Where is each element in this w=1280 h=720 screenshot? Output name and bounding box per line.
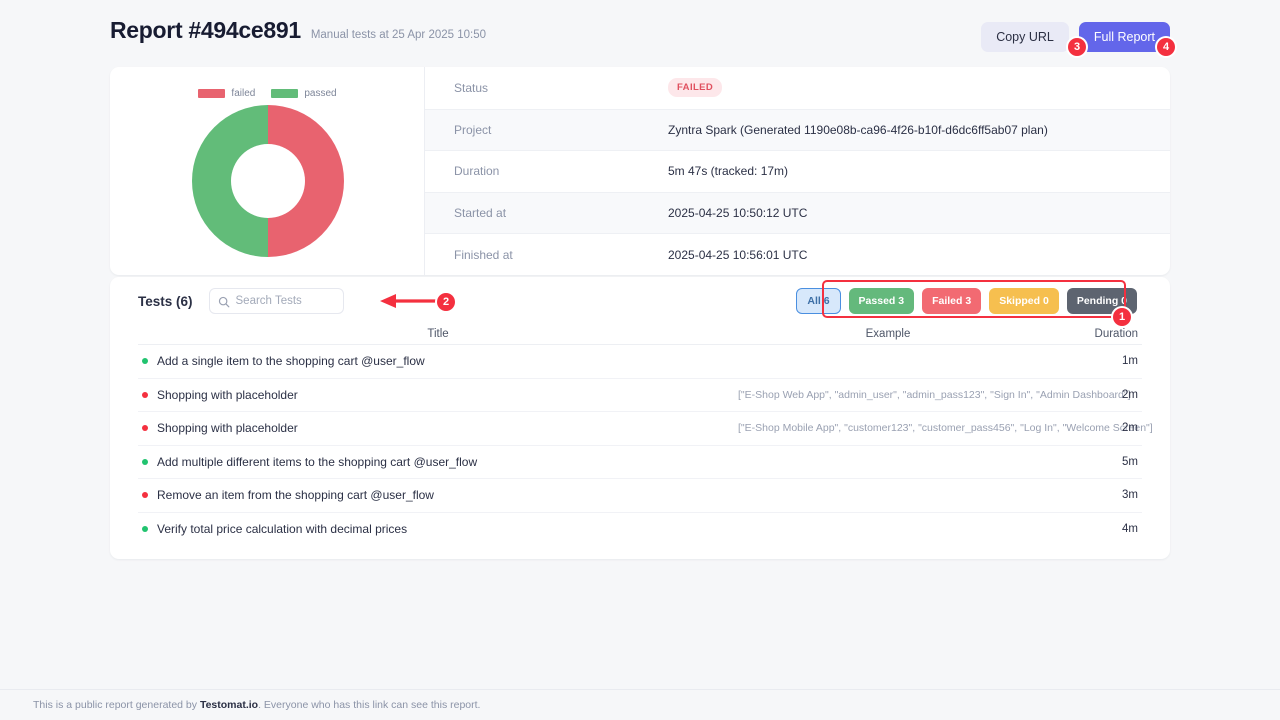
footer-text: This is a public report generated by Tes… <box>33 699 480 711</box>
column-header-duration: Duration <box>1094 327 1138 340</box>
donut-wrapper <box>110 105 425 257</box>
summary-row: Duration 5m 47s (tracked: 17m) <box>425 150 1170 192</box>
table-row[interactable]: Add a single item to the shopping cart @… <box>138 345 1142 379</box>
status-dot-icon <box>142 358 148 365</box>
results-donut-chart: failed passed <box>110 67 425 275</box>
filter-pill[interactable]: Failed 3 <box>922 288 982 314</box>
tests-table-body: Add a single item to the shopping cart @… <box>138 345 1153 547</box>
test-title-text: Add a single item to the shopping cart @… <box>157 354 425 369</box>
tests-toolbar: Tests (6) All 6 Passed 3 Failed 3 Skipped 0… <box>110 277 1170 325</box>
test-title-text: Verify total price calculation with deci… <box>157 522 408 537</box>
table-row[interactable]: Add multiple different items to the shop… <box>138 446 1142 479</box>
annotation-badge-1: 1 <box>1113 308 1131 326</box>
summary-row-value: 2025-04-25 10:56:01 UTC <box>668 247 808 262</box>
footer-text-before: This is a public report generated by <box>33 699 200 711</box>
test-title-cell: Add a single item to the shopping cart @… <box>138 354 738 368</box>
test-duration-cell: 5m <box>1122 455 1138 468</box>
table-row[interactable]: Shopping with placeholder ["E-Shop Web Ap… <box>138 379 1142 412</box>
test-title-cell: Add multiple different items to the shop… <box>138 455 738 469</box>
summary-row-value: FAILED <box>668 78 723 98</box>
legend-label-failed: failed <box>231 88 256 99</box>
summary-row-value: 2025-04-25 10:50:12 UTC <box>668 206 808 221</box>
summary-row-key: Duration <box>454 164 500 179</box>
test-duration-cell: 3m <box>1122 489 1138 502</box>
column-header-example: Example <box>865 327 911 340</box>
annotation-badge-2: 2 <box>437 293 455 311</box>
tests-card: Tests (6) All 6 Passed 3 Failed 3 Skipped 0… <box>110 277 1170 559</box>
summary-row-key: Started at <box>454 206 507 221</box>
status-dot-icon <box>142 458 148 465</box>
page-footer: This is a public report generated by Tes… <box>0 689 1280 720</box>
test-duration-cell: 2m <box>1122 388 1138 401</box>
page-header: Report #494ce891 Manual tests at 25 Apr … <box>0 0 1280 62</box>
status-dot-icon <box>142 492 148 499</box>
test-title-text: Shopping with placeholder <box>157 387 298 402</box>
status-dot-icon <box>142 425 148 432</box>
summary-row: Finished at 2025-04-25 10:56:01 UTC <box>425 233 1170 275</box>
header-title-group: Report #494ce891 Manual tests at 25 Apr … <box>110 17 486 44</box>
legend-swatch-passed-icon <box>271 89 299 98</box>
test-title-cell: Remove an item from the shopping cart @u… <box>138 488 738 502</box>
report-subtitle: Manual tests at 25 Apr 2025 10:50 <box>310 29 487 41</box>
test-title-text: Add multiple different items to the shop… <box>157 454 478 469</box>
annotation-badge-3: 3 <box>1068 38 1086 56</box>
test-example-cell: ["E-Shop Web App", "admin_user", "admin_… <box>738 388 1131 401</box>
column-header-title: Title <box>427 327 449 340</box>
filter-pill[interactable]: Skipped 0 <box>989 288 1059 314</box>
table-row[interactable]: Remove an item from the shopping cart @u… <box>138 479 1142 513</box>
table-row[interactable]: Shopping with placeholder ["E-Shop Mobile… <box>138 412 1153 446</box>
status-dot-icon <box>142 391 148 398</box>
table-row[interactable]: Verify total price calculation with deci… <box>138 513 1142 547</box>
chart-legend: failed passed <box>110 88 425 99</box>
legend-swatch-failed-icon <box>198 89 226 98</box>
summary-row: Project Zyntra Spark (Generated 1190e08b-… <box>425 108 1170 151</box>
summary-row-key: Project <box>454 122 492 137</box>
footer-brand-link[interactable]: Testomat.io <box>199 699 259 711</box>
status-filter-group: All 6 Passed 3 Failed 3 Skipped 0 Pending 0 <box>796 288 1137 314</box>
test-duration-cell: 2m <box>1122 422 1138 435</box>
legend-item-passed: passed <box>271 88 337 99</box>
filter-pill[interactable]: Passed 3 <box>848 288 915 314</box>
tests-count-label: Tests (6) <box>138 293 193 309</box>
status-badge: FAILED <box>668 78 723 98</box>
legend-label-passed: passed <box>304 88 337 99</box>
summary-row-key: Status <box>454 80 489 95</box>
search-input[interactable] <box>235 295 343 307</box>
annotation-badge-4: 4 <box>1157 38 1175 56</box>
tests-table: Title Example Duration Add a single item… <box>138 323 1153 547</box>
summary-row-value: Zyntra Spark (Generated 1190e08b-ca96-4f… <box>668 122 1048 137</box>
header-actions: Copy URL Full Report <box>981 22 1170 52</box>
summary-row: Status FAILED <box>425 67 1170 109</box>
status-dot-icon <box>142 526 148 533</box>
donut-ring <box>191 105 344 257</box>
summary-row: Started at 2025-04-25 10:50:12 UTC <box>425 191 1170 234</box>
filter-pill[interactable]: All 6 <box>796 288 841 314</box>
donut-hole <box>230 144 305 218</box>
page-title: Report #494ce891 <box>110 17 301 43</box>
footer-text-after: . Everyone who has this link can see thi… <box>258 699 481 711</box>
copy-url-button[interactable]: Copy URL <box>981 22 1069 52</box>
summary-row-key: Finished at <box>454 247 513 262</box>
test-example-cell: ["E-Shop Mobile App", "customer123", "cu… <box>738 422 1153 435</box>
summary-card: failed passed Status FAILED Project Zyntra … <box>110 67 1170 275</box>
search-tests-box[interactable] <box>208 288 344 314</box>
legend-item-failed: failed <box>198 88 255 99</box>
test-title-cell: Verify total price calculation with deci… <box>138 522 738 536</box>
test-title-text: Shopping with placeholder <box>157 421 298 436</box>
test-title-text: Remove an item from the shopping cart @u… <box>157 488 434 503</box>
test-title-cell: Shopping with placeholder <box>138 388 738 402</box>
test-duration-cell: 4m <box>1122 523 1138 536</box>
summary-detail-table: Status FAILED Project Zyntra Spark (Generat… <box>425 67 1170 275</box>
tests-table-header: Title Example Duration <box>138 323 1142 345</box>
test-duration-cell: 1m <box>1122 355 1138 368</box>
summary-row-value: 5m 47s (tracked: 17m) <box>668 164 789 179</box>
search-icon <box>218 295 230 313</box>
test-title-cell: Shopping with placeholder <box>138 421 738 435</box>
full-report-button[interactable]: Full Report <box>1078 22 1170 52</box>
